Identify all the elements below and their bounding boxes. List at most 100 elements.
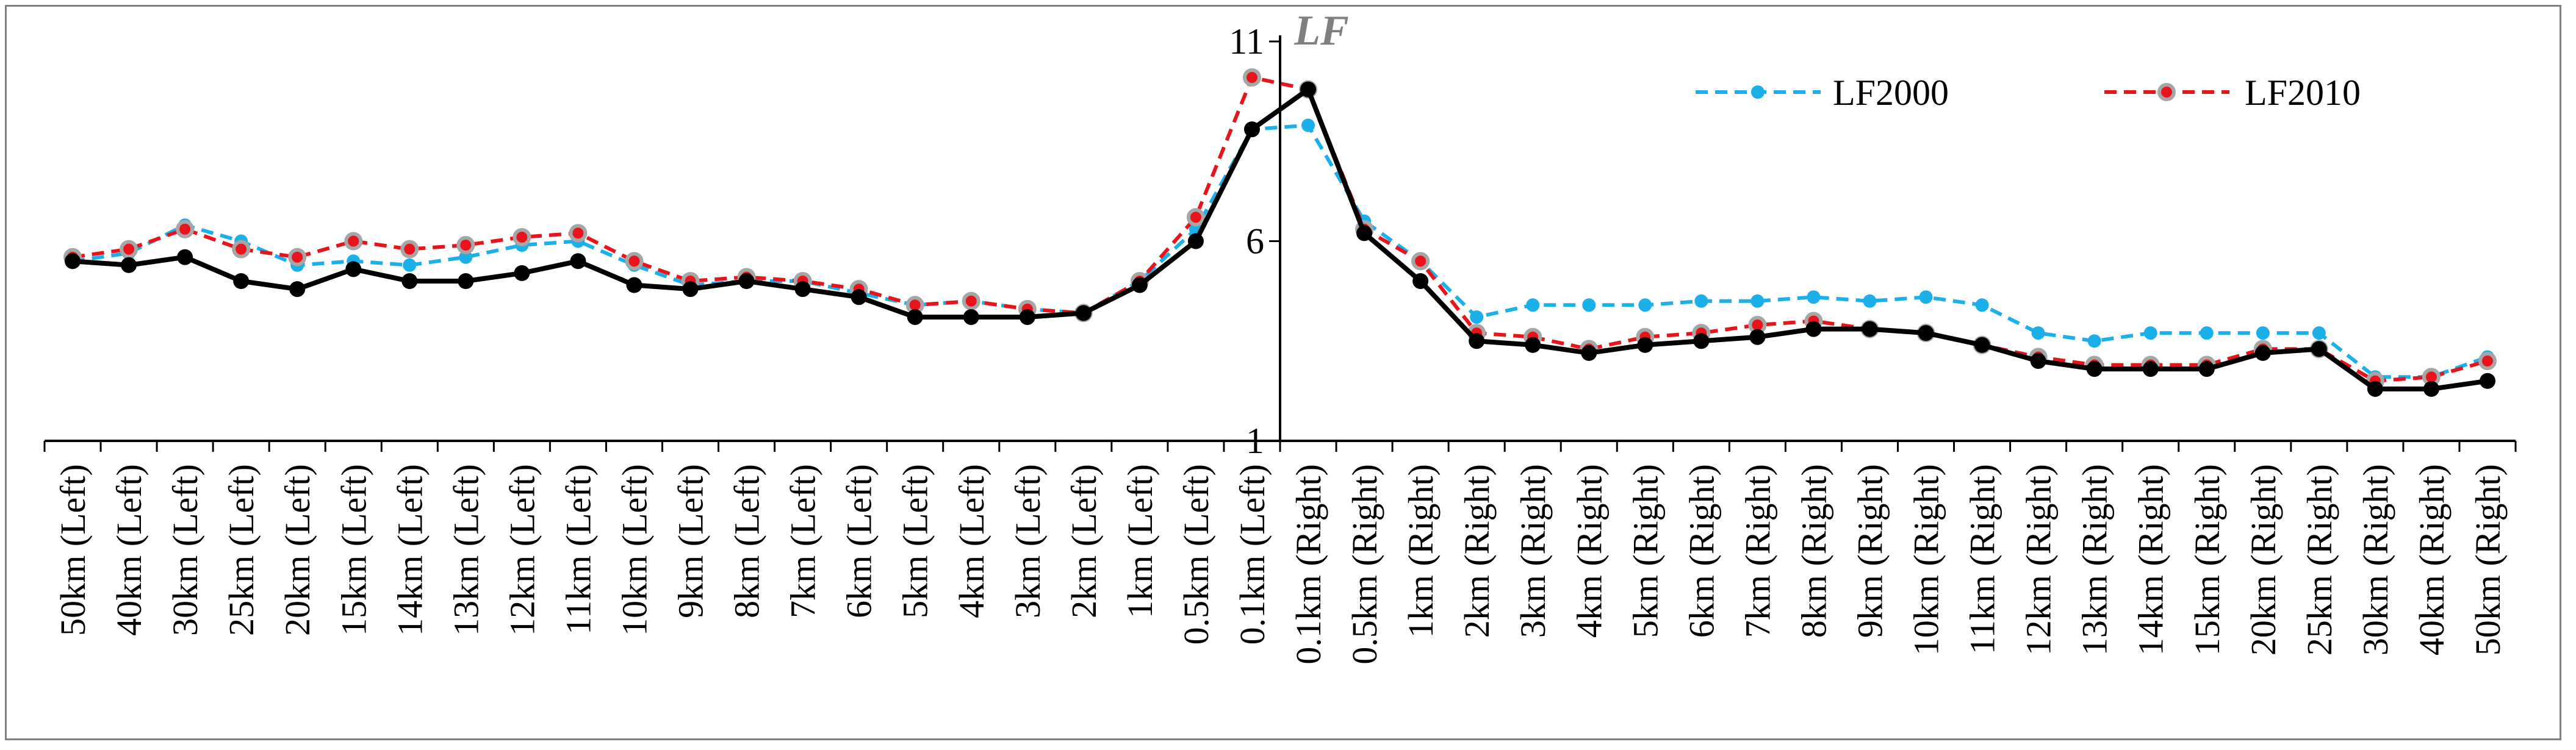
- series-3-point: [1131, 277, 1148, 293]
- series-3-point: [1918, 325, 1934, 341]
- lf2010-point: [962, 291, 980, 310]
- legend-label: LF2000: [1833, 73, 1949, 113]
- lf2010-line: [72, 76, 2488, 383]
- x-tick-label: 1km (Right): [1401, 464, 1441, 638]
- lf2010-point: [625, 252, 644, 271]
- x-tick-label: 11km (Left): [558, 464, 598, 635]
- lf2010-point: [232, 240, 251, 259]
- x-tick-label: 20km (Left): [278, 464, 317, 636]
- x-tick-label: 50km (Left): [53, 464, 93, 636]
- series-3-point: [1862, 321, 1878, 337]
- x-tick-label: 9km (Right): [1851, 464, 1890, 638]
- lf2000-point: [2143, 326, 2157, 340]
- lf2000-point: [2031, 326, 2045, 340]
- series-3-point: [1243, 121, 1260, 138]
- series-3-point: [1749, 329, 1766, 345]
- x-tick-label: 12km (Left): [502, 464, 542, 636]
- y-tick-label: 6: [1246, 221, 1264, 262]
- lf2000-point: [1526, 298, 1540, 312]
- series-3-point: [65, 253, 81, 270]
- lf2000-point: [2256, 326, 2270, 340]
- lf2000-point: [1694, 294, 1708, 308]
- series-3-point: [233, 273, 250, 289]
- x-tick-label: 0.1km (Left): [1232, 464, 1272, 645]
- series-3-point: [1581, 345, 1597, 361]
- series-3-point: [2367, 380, 2383, 397]
- legend-label: LF2010: [2245, 73, 2361, 113]
- x-tick-label: 30km (Right): [2356, 464, 2395, 655]
- x-tick-label: 8km (Left): [727, 464, 767, 618]
- series-3-point: [907, 309, 923, 325]
- x-tick-label: 15km (Right): [2187, 464, 2227, 655]
- x-tick-label: 1km (Left): [1120, 464, 1160, 618]
- x-tick-label: 4km (Left): [952, 464, 991, 618]
- line-chart: 1 6 11 LF 50km (Left) 40km (Left) 30km (Left)…: [43, 7, 2517, 665]
- lf2010-point: [569, 224, 588, 243]
- x-tick-label: 14km (Left): [390, 464, 430, 636]
- series-3-point: [1637, 337, 1653, 353]
- lf2010-point: [288, 248, 307, 266]
- lf2000-point: [1638, 298, 1652, 312]
- series-3-point: [1187, 233, 1204, 249]
- series-3-point: [1019, 309, 1035, 325]
- series-3-point: [1469, 333, 1485, 349]
- series-3-point: [514, 265, 530, 281]
- x-tick-label: 2km (Right): [1457, 464, 1497, 638]
- series-3-point: [401, 273, 418, 289]
- legend-swatch-marker: [2157, 83, 2176, 101]
- x-tick-label: 10km (Right): [1907, 464, 1946, 655]
- x-tick-labels: 50km (Left) 40km (Left) 30km (Left) 25km (L…: [53, 464, 2508, 665]
- lf2000-point: [1919, 290, 1933, 304]
- x-tick-label: 13km (Right): [2075, 464, 2115, 655]
- lf2010-point: [513, 227, 531, 246]
- x-tick-label: 7km (Right): [1738, 464, 1777, 638]
- series-3-point: [2142, 361, 2159, 377]
- lf2010-point: [456, 236, 475, 255]
- x-tick-label: 3km (Left): [1008, 464, 1048, 618]
- x-tick-label: 0.1km (Right): [1289, 464, 1328, 665]
- x-tick-label: 5km (Right): [1625, 464, 1665, 638]
- lf2010-point: [176, 220, 195, 238]
- lf2000-point: [1975, 298, 1989, 312]
- series-3-point: [570, 253, 586, 270]
- lf2010-point: [120, 240, 139, 259]
- series-3-point: [851, 289, 867, 305]
- lf2010-point: [400, 240, 419, 259]
- series-3-point: [2311, 341, 2327, 357]
- lf2000-point: [2087, 334, 2101, 348]
- series-3-point: [2479, 373, 2495, 389]
- lf2000-point: [459, 250, 473, 264]
- x-tick-label: 2km (Left): [1064, 464, 1104, 618]
- x-tick-label: 15km (Left): [334, 464, 373, 636]
- series-3-point: [177, 249, 193, 265]
- lf2000-point: [1863, 294, 1877, 308]
- series-3-point: [2030, 353, 2046, 369]
- series-3-point: [682, 281, 699, 298]
- x-tick-label: 5km (Left): [896, 464, 935, 618]
- x-tick-label: 8km (Right): [1794, 464, 1833, 638]
- lf2010-point: [1186, 208, 1205, 227]
- x-tick-label: 50km (Right): [2468, 464, 2508, 655]
- series-3-line: [72, 87, 2488, 391]
- lf2010-point: [1242, 68, 1261, 87]
- x-tick-label: 3km (Right): [1513, 464, 1553, 638]
- legend: LF2000 LF2010: [1696, 73, 2361, 113]
- legend-swatch-marker: [1751, 85, 1765, 99]
- series-3-point: [345, 261, 362, 277]
- lf2000-point: [2200, 326, 2214, 340]
- lf2000-point: [1470, 310, 1484, 324]
- y-tick-label: 11: [1229, 21, 1264, 62]
- lf2010-point: [2478, 352, 2497, 370]
- x-tick-label: 0.5km (Right): [1345, 464, 1384, 665]
- series-layer: [63, 68, 2497, 397]
- series-3-point: [2086, 361, 2103, 377]
- series-3-point: [963, 309, 979, 325]
- series-3-point: [1356, 225, 1373, 241]
- series-3-point: [1525, 337, 1541, 353]
- chart-frame: 1 6 11 LF 50km (Left) 40km (Left) 30km (Left)…: [5, 5, 2561, 740]
- series-3-point: [738, 273, 755, 289]
- lf2000-point: [1582, 298, 1596, 312]
- series-3-point: [1412, 273, 1429, 289]
- x-tick-label: 30km (Left): [165, 464, 205, 636]
- x-tick-label: 10km (Left): [615, 464, 655, 636]
